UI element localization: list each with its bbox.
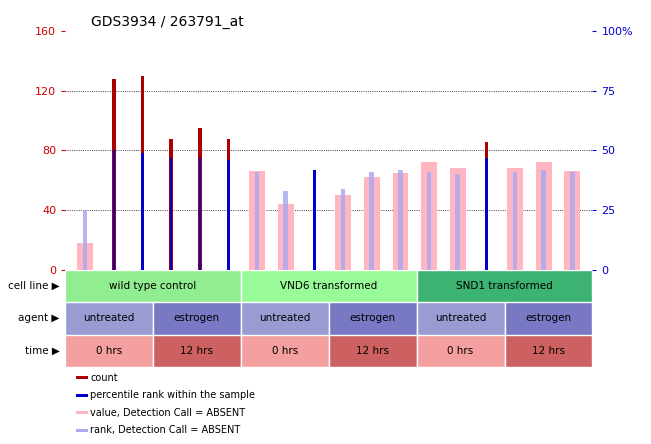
Text: wild type control: wild type control xyxy=(109,281,197,291)
Bar xyxy=(71,270,100,444)
Bar xyxy=(513,172,518,270)
Bar xyxy=(421,163,437,270)
Text: count: count xyxy=(90,373,118,383)
Bar xyxy=(186,270,214,444)
Bar xyxy=(501,270,529,444)
Text: 0 hrs: 0 hrs xyxy=(96,346,122,356)
Bar xyxy=(153,335,241,367)
Bar xyxy=(329,270,357,444)
Bar xyxy=(65,302,153,335)
Bar xyxy=(417,302,505,335)
Bar xyxy=(157,270,186,444)
Bar xyxy=(113,151,115,270)
Text: untreated: untreated xyxy=(259,313,311,324)
Bar xyxy=(393,173,408,270)
Bar xyxy=(427,172,432,270)
Bar xyxy=(241,302,329,335)
Bar xyxy=(329,335,417,367)
Text: 12 hrs: 12 hrs xyxy=(532,346,565,356)
Bar xyxy=(198,128,202,270)
Bar xyxy=(529,270,558,444)
Bar xyxy=(169,139,173,270)
Bar xyxy=(278,204,294,270)
Text: time ▶: time ▶ xyxy=(25,346,60,356)
Text: cell line ▶: cell line ▶ xyxy=(8,281,60,291)
Bar xyxy=(141,76,145,270)
Bar xyxy=(335,195,351,270)
Bar xyxy=(312,177,316,270)
Bar xyxy=(141,153,144,270)
Text: 12 hrs: 12 hrs xyxy=(356,346,389,356)
Bar xyxy=(241,270,417,302)
Bar xyxy=(65,270,241,302)
Bar xyxy=(100,270,128,444)
Bar xyxy=(485,158,488,270)
Bar xyxy=(283,191,288,270)
Text: untreated: untreated xyxy=(435,313,486,324)
Bar xyxy=(507,168,523,270)
Bar xyxy=(241,335,329,367)
Bar xyxy=(76,411,89,414)
Bar xyxy=(564,171,580,270)
Bar xyxy=(484,142,488,270)
Bar xyxy=(364,177,380,270)
Bar xyxy=(369,172,374,270)
Bar xyxy=(340,189,346,270)
Bar xyxy=(153,302,241,335)
Text: 0 hrs: 0 hrs xyxy=(447,346,474,356)
Bar xyxy=(542,170,546,270)
Bar xyxy=(76,429,89,432)
Bar xyxy=(417,270,592,302)
Bar xyxy=(243,270,271,444)
Text: estrogen: estrogen xyxy=(525,313,572,324)
Text: GDS3934 / 263791_at: GDS3934 / 263791_at xyxy=(91,15,244,29)
Bar xyxy=(170,158,173,270)
Bar xyxy=(558,270,587,444)
Bar xyxy=(227,139,230,270)
Bar xyxy=(271,270,300,444)
Bar xyxy=(472,270,501,444)
Bar xyxy=(199,158,201,270)
Bar xyxy=(128,270,157,444)
Bar xyxy=(505,335,592,367)
Text: estrogen: estrogen xyxy=(174,313,220,324)
Bar xyxy=(83,210,87,270)
Bar xyxy=(415,270,443,444)
Bar xyxy=(505,302,592,335)
Bar xyxy=(300,270,329,444)
Bar xyxy=(65,335,153,367)
Text: VND6 transformed: VND6 transformed xyxy=(280,281,378,291)
Bar xyxy=(443,270,472,444)
Bar xyxy=(112,79,115,270)
Bar xyxy=(536,163,551,270)
Bar xyxy=(249,171,265,270)
Bar xyxy=(417,335,505,367)
Bar xyxy=(76,394,89,397)
Bar xyxy=(456,174,460,270)
Bar xyxy=(398,170,403,270)
Text: agent ▶: agent ▶ xyxy=(18,313,60,324)
Bar xyxy=(357,270,386,444)
Text: 12 hrs: 12 hrs xyxy=(180,346,214,356)
Bar xyxy=(450,168,465,270)
Bar xyxy=(76,377,89,379)
Bar xyxy=(386,270,415,444)
Bar xyxy=(214,270,243,444)
Text: value, Detection Call = ABSENT: value, Detection Call = ABSENT xyxy=(90,408,245,418)
Text: SND1 transformed: SND1 transformed xyxy=(456,281,553,291)
Text: rank, Detection Call = ABSENT: rank, Detection Call = ABSENT xyxy=(90,425,241,435)
Text: estrogen: estrogen xyxy=(350,313,396,324)
Bar xyxy=(329,302,417,335)
Bar xyxy=(77,243,93,270)
Bar xyxy=(255,172,260,270)
Text: untreated: untreated xyxy=(83,313,135,324)
Bar xyxy=(313,170,316,270)
Bar xyxy=(570,172,575,270)
Text: percentile rank within the sample: percentile rank within the sample xyxy=(90,390,255,400)
Text: 0 hrs: 0 hrs xyxy=(271,346,298,356)
Bar xyxy=(227,160,230,270)
